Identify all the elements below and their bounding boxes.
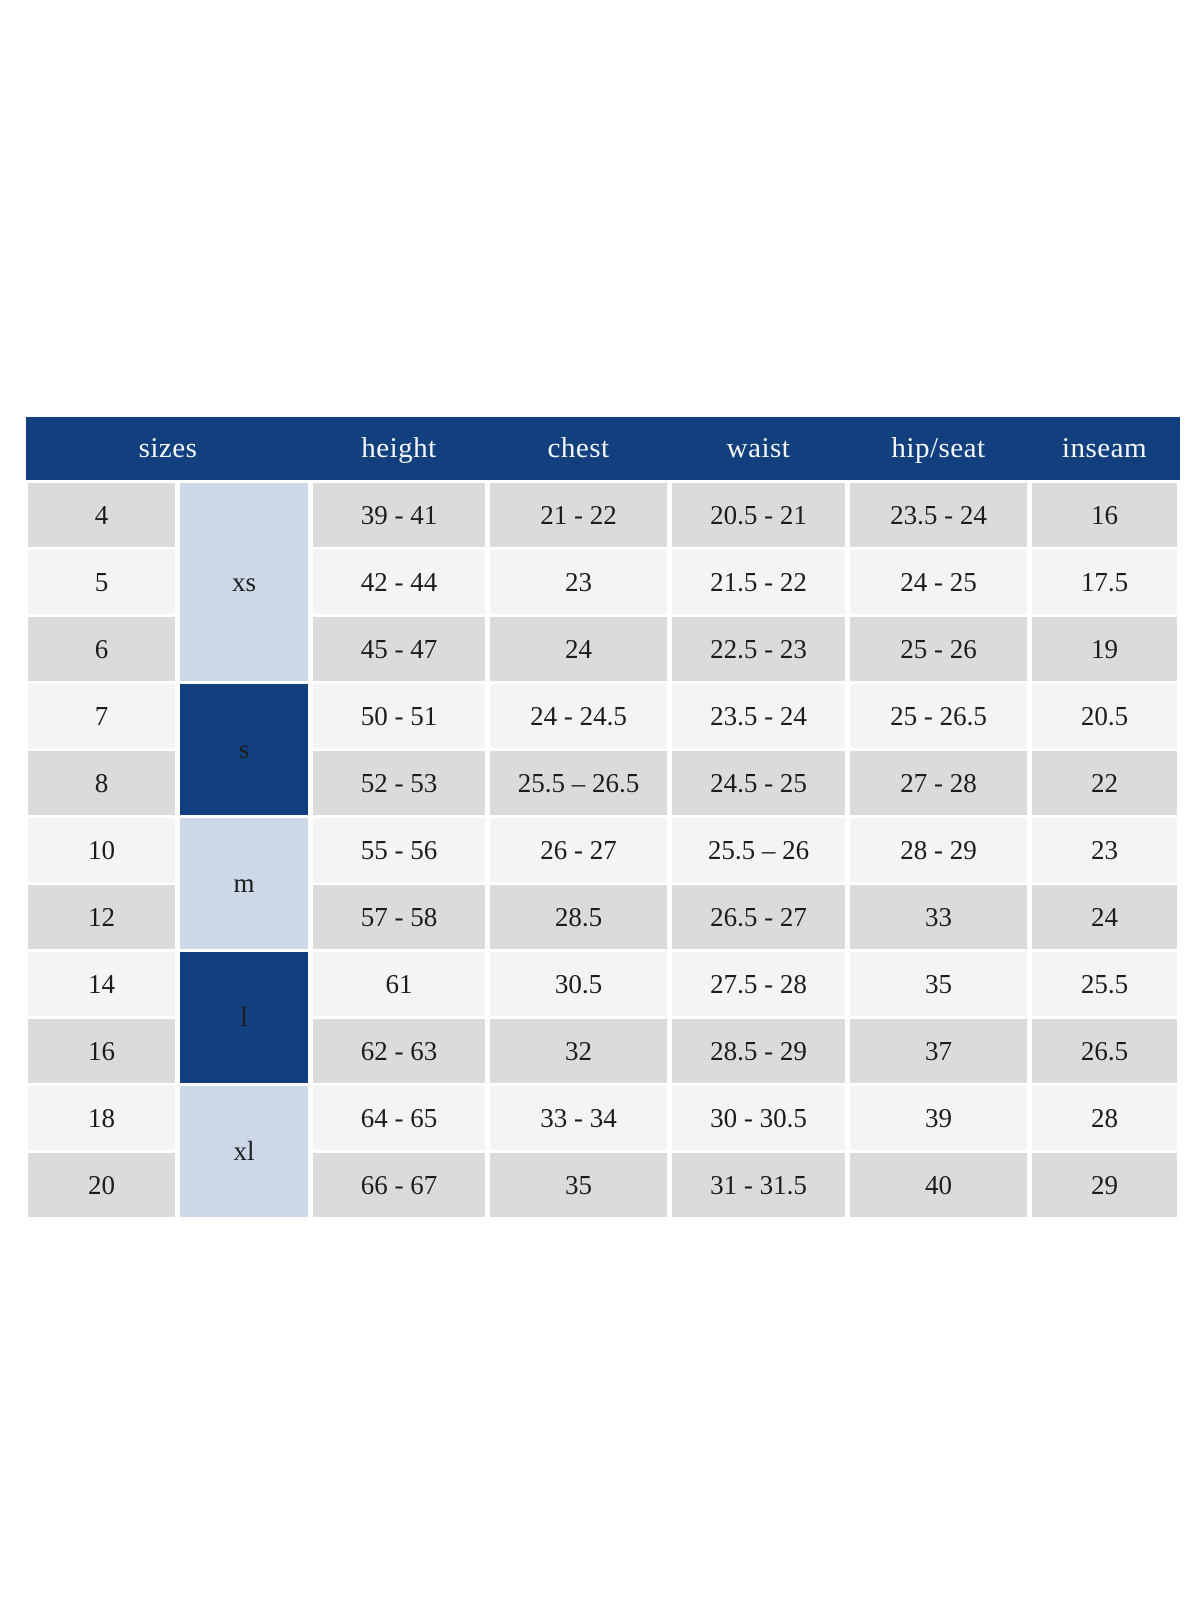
height-cell: 45 - 47 <box>308 614 490 684</box>
header-row: sizes height chest waist hip/seat inseam <box>25 417 1180 482</box>
waist-cell: 24.5 - 25 <box>667 748 850 818</box>
chest-cell: 35 <box>485 1150 672 1220</box>
column-header-sizes: sizes <box>25 417 311 482</box>
height-cell: 39 - 41 <box>308 480 490 550</box>
hip_seat-cell: 37 <box>845 1016 1032 1086</box>
size-cell: 14 <box>23 949 180 1019</box>
height-cell: 64 - 65 <box>308 1083 490 1153</box>
height-cell: 62 - 63 <box>308 1016 490 1086</box>
column-header-waist: waist <box>669 417 848 482</box>
height-cell: 55 - 56 <box>308 815 490 885</box>
height-cell: 52 - 53 <box>308 748 490 818</box>
table-row: 20 66 - 67 35 31 - 31.5 40 29 <box>23 1150 1182 1220</box>
size-cell: 12 <box>23 882 180 952</box>
size-group-cell-xs: xs <box>175 480 313 684</box>
table-row: 16 62 - 63 32 28.5 - 29 37 26.5 <box>23 1016 1182 1086</box>
table-row: 4 xs 39 - 41 21 - 22 20.5 - 21 23.5 - 24 16 <box>23 480 1182 684</box>
inseam-cell: 20.5 <box>1027 681 1182 751</box>
inseam-cell: 25.5 <box>1027 949 1182 1019</box>
inseam-cell: 28 <box>1027 1083 1182 1153</box>
chest-cell: 33 - 34 <box>485 1083 672 1153</box>
waist-cell: 21.5 - 22 <box>667 547 850 617</box>
hip_seat-cell: 33 <box>845 882 1032 952</box>
table-row: 12 57 - 58 28.5 26.5 - 27 33 24 <box>23 882 1182 952</box>
size-cell: 4 <box>23 480 180 550</box>
inseam-cell: 26.5 <box>1027 1016 1182 1086</box>
waist-cell: 26.5 - 27 <box>667 882 850 952</box>
size-group-cell-l: l <box>175 949 313 1086</box>
chest-cell: 30.5 <box>485 949 672 1019</box>
table-row: 7 s 50 - 51 24 - 24.5 23.5 - 24 25 - 26.5 20.5 <box>23 681 1182 818</box>
chest-cell: 24 - 24.5 <box>485 681 672 751</box>
waist-cell: 28.5 - 29 <box>667 1016 850 1086</box>
hip_seat-cell: 40 <box>845 1150 1032 1220</box>
chest-cell: 24 <box>485 614 672 684</box>
waist-cell: 30 - 30.5 <box>667 1083 850 1153</box>
column-header-inseam: inseam <box>1029 417 1180 482</box>
size-cell: 16 <box>23 1016 180 1086</box>
waist-cell: 20.5 - 21 <box>667 480 850 550</box>
size-group-cell-xl: xl <box>175 1083 313 1220</box>
size-chart-table: sizes height chest waist hip/seat inseam 4 xs 3… <box>23 417 1182 1220</box>
height-cell: 50 - 51 <box>308 681 490 751</box>
chest-cell: 25.5 – 26.5 <box>485 748 672 818</box>
height-cell: 57 - 58 <box>308 882 490 952</box>
column-header-height: height <box>310 417 488 482</box>
hip_seat-cell: 39 <box>845 1083 1032 1153</box>
hip_seat-cell: 25 - 26 <box>845 614 1032 684</box>
hip_seat-cell: 25 - 26.5 <box>845 681 1032 751</box>
inseam-cell: 22 <box>1027 748 1182 818</box>
size-cell: 6 <box>23 614 180 684</box>
hip_seat-cell: 27 - 28 <box>845 748 1032 818</box>
chest-cell: 32 <box>485 1016 672 1086</box>
waist-cell: 25.5 – 26 <box>667 815 850 885</box>
hip_seat-cell: 35 <box>845 949 1032 1019</box>
size-cell: 10 <box>23 815 180 885</box>
table-row: 5 42 - 44 23 21.5 - 22 24 - 25 17.5 <box>23 547 1182 617</box>
chest-cell: 26 - 27 <box>485 815 672 885</box>
table-row: 8 52 - 53 25.5 – 26.5 24.5 - 25 27 - 28 22 <box>23 748 1182 818</box>
table-header: sizes height chest waist hip/seat inseam <box>25 417 1180 482</box>
waist-cell: 23.5 - 24 <box>667 681 850 751</box>
table-body: 4 xs 39 - 41 21 - 22 20.5 - 21 23.5 - 24 16 5 42… <box>23 480 1182 1220</box>
column-header-chest: chest <box>487 417 670 482</box>
chest-cell: 28.5 <box>485 882 672 952</box>
height-cell: 66 - 67 <box>308 1150 490 1220</box>
chest-cell: 23 <box>485 547 672 617</box>
size-cell: 18 <box>23 1083 180 1153</box>
size-cell: 8 <box>23 748 180 818</box>
waist-cell: 31 - 31.5 <box>667 1150 850 1220</box>
inseam-cell: 24 <box>1027 882 1182 952</box>
inseam-cell: 19 <box>1027 614 1182 684</box>
table-row: 10 m 55 - 56 26 - 27 25.5 – 26 28 - 29 23 <box>23 815 1182 952</box>
size-group-cell-s: s <box>175 681 313 818</box>
hip_seat-cell: 23.5 - 24 <box>845 480 1032 550</box>
height-cell: 61 <box>308 949 490 1019</box>
table-row: 18 xl 64 - 65 33 - 34 30 - 30.5 39 28 <box>23 1083 1182 1220</box>
table-row: 6 45 - 47 24 22.5 - 23 25 - 26 19 <box>23 614 1182 684</box>
size-group-cell-m: m <box>175 815 313 952</box>
column-header-hip_seat: hip/seat <box>847 417 1030 482</box>
hip_seat-cell: 28 - 29 <box>845 815 1032 885</box>
chest-cell: 21 - 22 <box>485 480 672 550</box>
inseam-cell: 29 <box>1027 1150 1182 1220</box>
inseam-cell: 17.5 <box>1027 547 1182 617</box>
hip_seat-cell: 24 - 25 <box>845 547 1032 617</box>
size-cell: 7 <box>23 681 180 751</box>
waist-cell: 27.5 - 28 <box>667 949 850 1019</box>
height-cell: 42 - 44 <box>308 547 490 617</box>
table-row: 14 l 61 30.5 27.5 - 28 35 25.5 <box>23 949 1182 1086</box>
waist-cell: 22.5 - 23 <box>667 614 850 684</box>
size-cell: 5 <box>23 547 180 617</box>
inseam-cell: 23 <box>1027 815 1182 885</box>
size-cell: 20 <box>23 1150 180 1220</box>
inseam-cell: 16 <box>1027 480 1182 550</box>
